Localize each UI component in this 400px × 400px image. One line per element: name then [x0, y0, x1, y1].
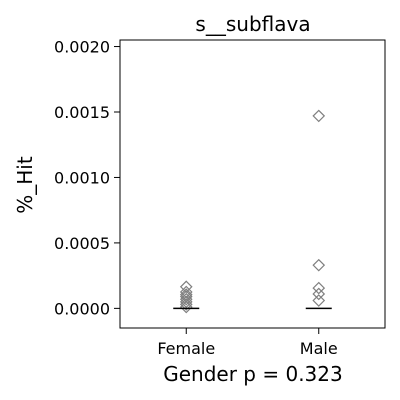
data-points: [179, 109, 326, 314]
data-point-female: [179, 300, 193, 314]
data-point-male: [312, 109, 326, 123]
y-tick-label: 0.0005: [54, 234, 110, 253]
data-point-male: [312, 287, 326, 301]
x-tick-label: Male: [300, 339, 338, 358]
y-tick-label: 0.0020: [54, 38, 110, 57]
y-axis-ticks: 0.0000 0.0005 0.0010 0.0015 0.0020: [54, 38, 120, 318]
y-tick-label: 0.0015: [54, 103, 110, 122]
data-point-male: [312, 294, 326, 307]
data-point-female: [179, 298, 193, 311]
data-point-female: [179, 280, 193, 294]
x-tick-label: Female: [157, 339, 215, 358]
x-axis-ticks: Female Male: [157, 328, 338, 358]
x-axis-label: Gender p = 0.323: [163, 362, 342, 386]
plot-area-frame: [119, 39, 386, 329]
y-tick-label: 0.0000: [54, 299, 110, 318]
data-point-female: [179, 295, 193, 309]
data-point-male: [312, 281, 326, 295]
data-point-male: [312, 258, 326, 272]
y-tick-label: 0.0010: [54, 168, 110, 187]
data-point-female: [179, 285, 193, 299]
y-axis-label: %_Hit: [13, 156, 37, 214]
data-point-female: [179, 292, 193, 306]
chart-title: s__subflava: [195, 12, 310, 36]
data-point-female: [179, 288, 193, 301]
